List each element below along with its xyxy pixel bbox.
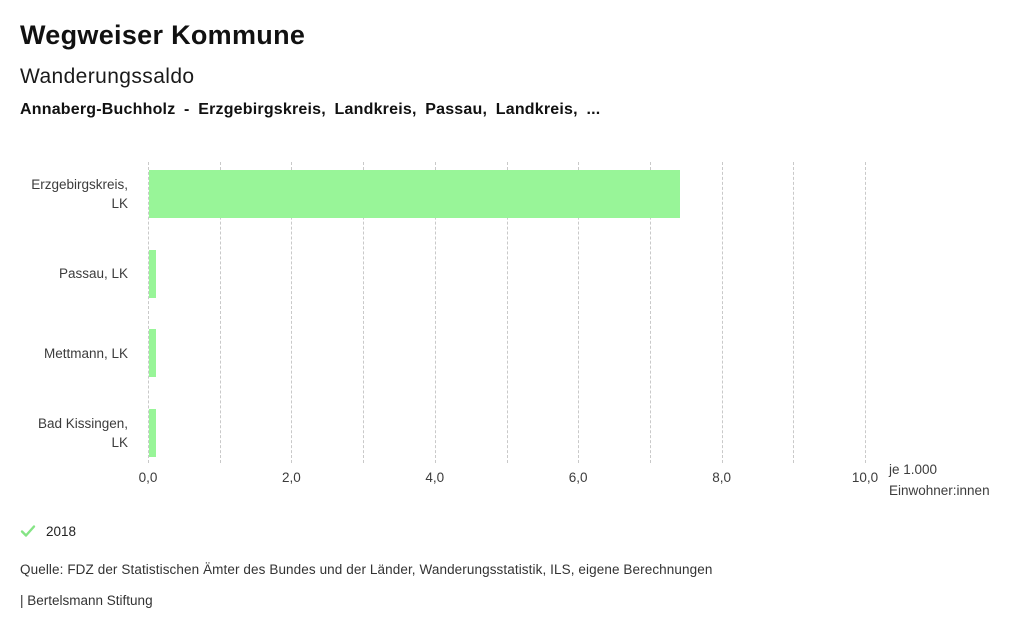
gridline-2 (291, 162, 293, 463)
category-label-mettmann-lk: Mettmann, LK (43, 345, 128, 361)
region-comparison-line: Annaberg-Buchholz - Erzgebirgskreis, Lan… (20, 101, 601, 118)
bar-mettmann-lk[interactable] (149, 329, 157, 378)
bar-passau-lk[interactable] (149, 249, 157, 298)
gridline-10 (865, 162, 866, 463)
category-label-erzgebirgskreis-lk: Erzgebirgskreis, LK (31, 177, 128, 211)
x-tick-label-0: 0,0 (138, 470, 158, 485)
bar-bad-kissingen-lk[interactable] (149, 409, 157, 458)
gridline-5 (506, 162, 508, 463)
plot-area (148, 162, 866, 463)
attribution-text: | Bertelsmann Stiftung (20, 593, 153, 608)
bar-erzgebirgskreis-lk[interactable] (149, 170, 680, 218)
x-tick-label-4: 4,0 (425, 470, 445, 485)
legend-year-label: 2018 (46, 523, 77, 539)
x-tick-label-10: 10,0 (851, 470, 879, 485)
x-axis-unit-line1: je 1.000 (889, 462, 938, 477)
x-axis-unit-line2: Einwohner:innen (889, 483, 990, 498)
app-title: Wegweiser Kommune (20, 20, 306, 50)
y-axis-labels: Erzgebirgskreis, LK Passau, LK Mettmann, L… (31, 162, 138, 463)
legend-item-2018[interactable]: 2018 (20, 523, 76, 539)
gridline-3 (363, 162, 365, 463)
source-text: Quelle: FDZ der Statistischen Ämter des … (20, 562, 713, 577)
gridline-7 (649, 162, 651, 463)
x-tick-label-6: 6,0 (568, 470, 588, 485)
indicator-title: Wanderungssaldo (20, 65, 195, 88)
gridline-9 (793, 162, 795, 463)
x-tick-label-8: 8,0 (712, 470, 731, 485)
chart-header: Wegweiser Kommune Wanderungssaldo Annabe… (20, 20, 1004, 119)
x-axis-tick-labels: 0,0 2,0 4,0 6,0 8,0 10,0 (139, 470, 879, 488)
category-label-bad-kissingen-lk: Bad Kissingen, LK (37, 416, 128, 451)
gridline-1 (219, 162, 221, 463)
x-axis-unit-label: je 1.000 Einwohner:innen (889, 459, 990, 501)
x-tick-label-2: 2,0 (282, 470, 301, 485)
gridline-6 (578, 162, 580, 463)
gridline-0 (148, 162, 149, 463)
check-icon (20, 523, 36, 539)
gridline-4 (434, 162, 436, 463)
gridline-8 (721, 162, 723, 463)
category-label-passau-lk: Passau, LK (58, 266, 128, 282)
